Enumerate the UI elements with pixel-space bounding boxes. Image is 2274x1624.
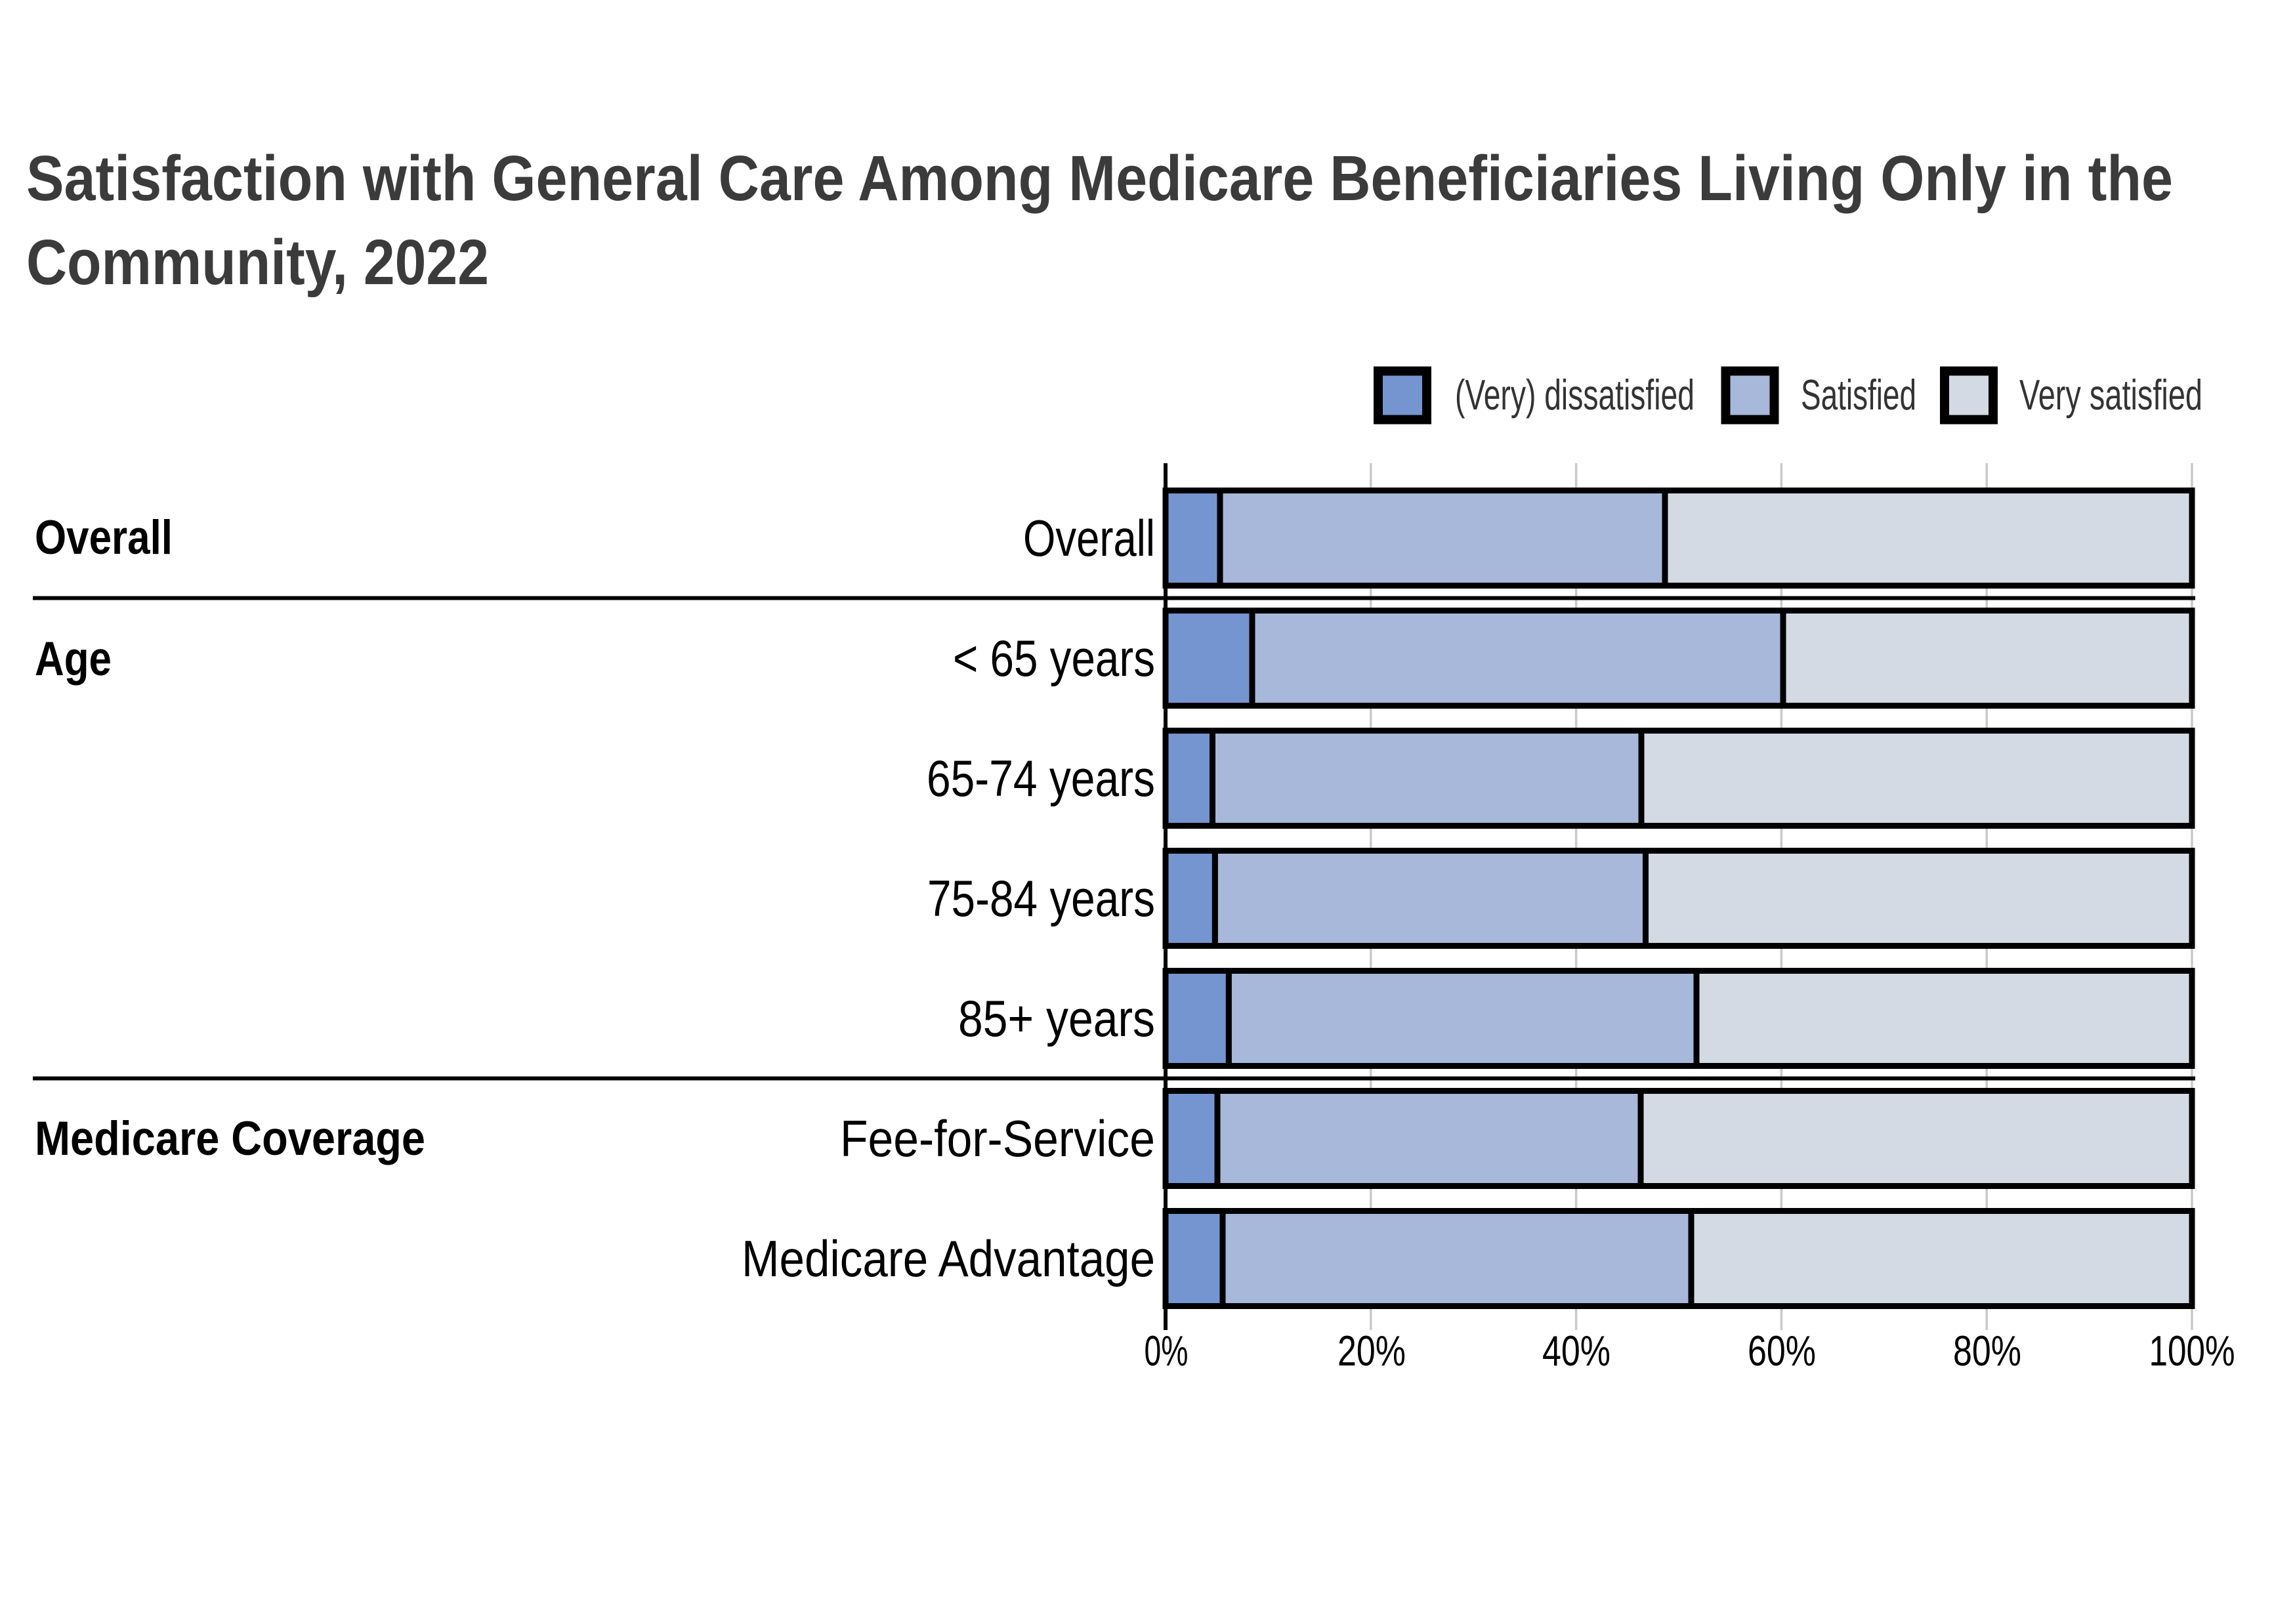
svg-text:Overall: Overall <box>35 511 173 564</box>
svg-text:(Very) dissatisfied: (Very) dissatisfied <box>1455 371 1695 419</box>
svg-text:20%: 20% <box>1337 1327 1406 1375</box>
svg-text:100%: 100% <box>2149 1327 2235 1375</box>
svg-text:60%: 60% <box>1748 1327 1816 1375</box>
svg-text:75-84 years: 75-84 years <box>927 869 1155 927</box>
svg-text:Overall: Overall <box>1023 509 1155 567</box>
svg-text:Age: Age <box>35 633 112 686</box>
svg-text:Community, 2022: Community, 2022 <box>26 226 489 298</box>
svg-text:< 65 years: < 65 years <box>953 629 1155 687</box>
svg-text:40%: 40% <box>1542 1327 1611 1375</box>
svg-text:85+ years: 85+ years <box>958 989 1155 1047</box>
svg-text:65-74 years: 65-74 years <box>927 749 1155 807</box>
svg-text:Very satisfied: Very satisfied <box>2019 371 2202 419</box>
svg-text:Satisfied: Satisfied <box>1801 371 1916 419</box>
svg-text:Medicare Coverage: Medicare Coverage <box>35 1112 425 1165</box>
svg-text:Satisfaction with General Care: Satisfaction with General Care Among Med… <box>26 142 2173 214</box>
svg-text:0%: 0% <box>1145 1327 1189 1375</box>
svg-text:80%: 80% <box>1953 1327 2021 1375</box>
svg-text:Fee-for-Service: Fee-for-Service <box>840 1110 1155 1167</box>
svg-text:Medicare Advantage: Medicare Advantage <box>742 1230 1155 1287</box>
